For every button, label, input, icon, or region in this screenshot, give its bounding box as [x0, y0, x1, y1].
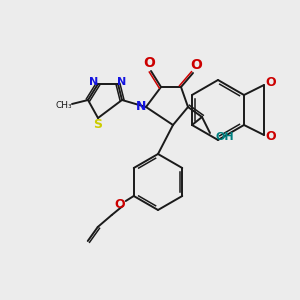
Text: O: O — [266, 130, 276, 143]
Text: O: O — [266, 76, 276, 89]
Text: S: S — [94, 118, 103, 131]
Text: O: O — [190, 58, 202, 72]
Text: N: N — [117, 77, 127, 87]
Text: CH₃: CH₃ — [56, 101, 72, 110]
Text: O: O — [143, 56, 155, 70]
Text: O: O — [114, 197, 125, 211]
Text: N: N — [89, 77, 99, 87]
Text: N: N — [136, 100, 146, 113]
Text: OH: OH — [215, 132, 234, 142]
